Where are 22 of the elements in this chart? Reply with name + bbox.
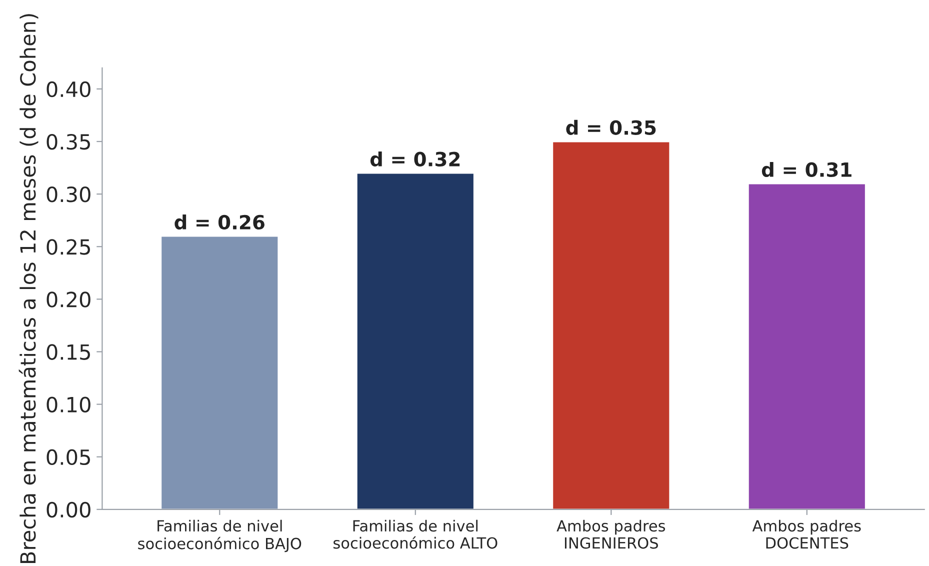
y-tick-label: 0.35 [46, 134, 90, 150]
x-tick-label: Ambos padres DOCENTES [752, 520, 861, 549]
y-tick-label: 0.25 [46, 239, 90, 255]
x-tick-label: Ambos padres INGENIEROS [556, 520, 666, 549]
data-label: d = 0.31 [762, 162, 852, 177]
x-tick-label: Familias de nivel socioeconómico BAJO [138, 520, 302, 552]
y-tick-label: 0.40 [46, 81, 90, 98]
x-tick-label: Familias de nivel socioeconómico ALTO [334, 520, 498, 549]
y-tick-label: 0.30 [46, 186, 90, 202]
bar [160, 235, 280, 510]
data-label: d = 0.35 [566, 120, 656, 135]
y-tick-label: 0.10 [46, 396, 90, 412]
data-label: d = 0.32 [370, 151, 460, 166]
bar [747, 182, 866, 510]
bar [356, 172, 475, 510]
data-label: d = 0.26 [174, 214, 264, 230]
y-tick-label: 0.05 [46, 449, 90, 466]
y-tick-label: 0.00 [46, 502, 90, 518]
y-tick-label: 0.20 [46, 292, 90, 308]
bar [552, 140, 671, 510]
y-axis-title: Brecha en matemáticas a los 12 meses (d de Cohen) [18, 14, 38, 563]
y-tick-label: 0.15 [46, 344, 90, 360]
